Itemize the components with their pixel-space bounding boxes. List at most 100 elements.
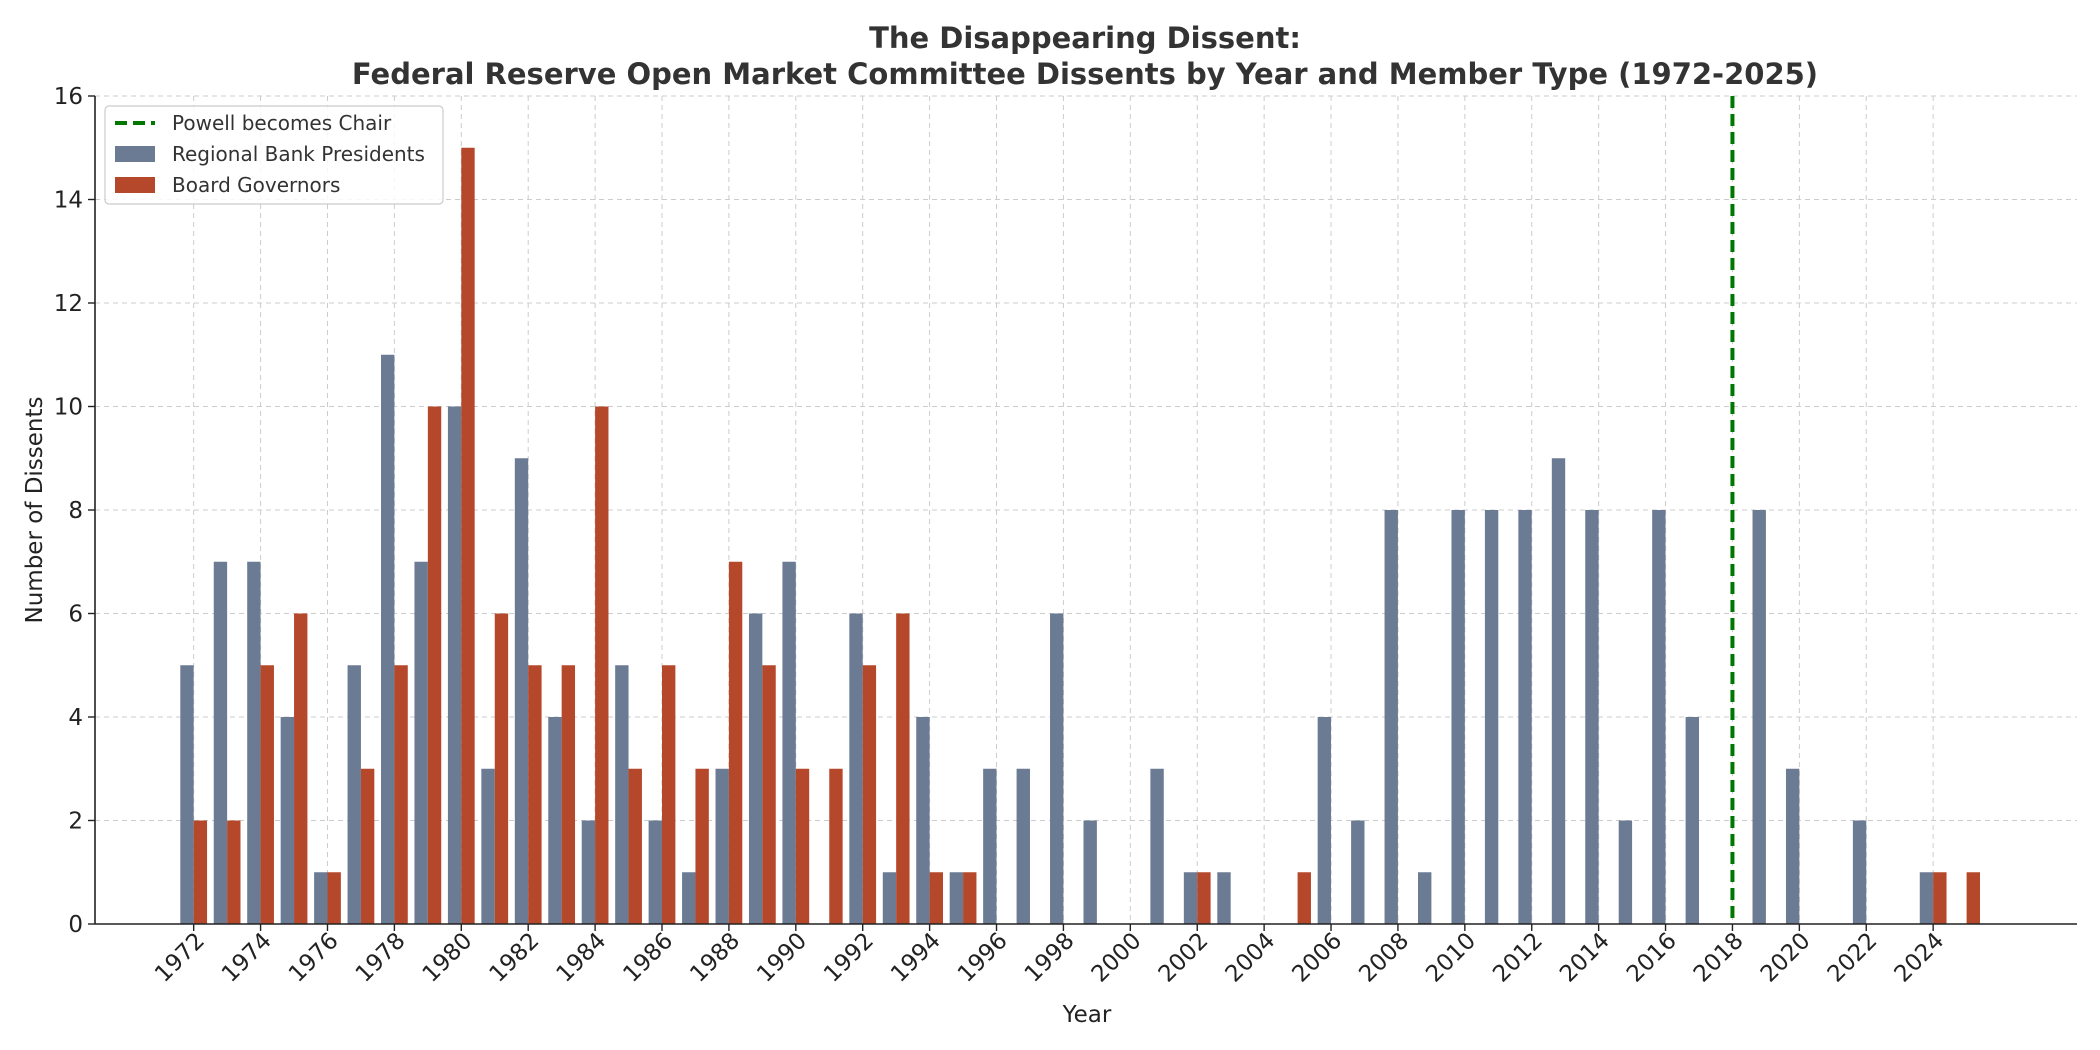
- bar-governors-1975: [294, 613, 308, 924]
- y-tick-label: 14: [54, 188, 83, 214]
- bar-governors-1981: [494, 613, 509, 924]
- bar-regional-1992: [849, 613, 863, 924]
- x-tick-label: 1996: [953, 928, 1013, 988]
- x-tick-label: 1972: [150, 928, 210, 988]
- bar-regional-1988: [715, 768, 729, 924]
- bar-governors-2002: [1197, 872, 1211, 924]
- bar-governors-2024: [1933, 872, 1947, 924]
- bar-regional-1986: [648, 820, 662, 924]
- bar-regional-2008: [1384, 510, 1398, 924]
- bar-regional-1990: [782, 561, 796, 924]
- bar-regional-2003: [1217, 872, 1231, 924]
- y-tick-label: 0: [68, 912, 83, 938]
- legend-swatch-regional: [115, 146, 155, 162]
- bar-regional-2006: [1317, 717, 1332, 924]
- bar-governors-1978: [394, 665, 408, 924]
- y-tick-label: 16: [54, 84, 83, 110]
- bar-governors-2025: [1966, 872, 1980, 924]
- bar-governors-2005: [1297, 872, 1311, 924]
- bar-regional-2012: [1518, 510, 1532, 924]
- bar-regional-1977: [347, 665, 361, 924]
- bar-governors-1990: [795, 768, 810, 924]
- x-tick-label: 2002: [1154, 928, 1214, 988]
- bar-regional-1996: [983, 768, 997, 924]
- bar-governors-1986: [662, 665, 676, 924]
- x-tick-label: 2014: [1555, 928, 1615, 988]
- x-tick-label: 1982: [485, 928, 545, 988]
- bar-regional-1982: [514, 458, 529, 924]
- x-tick-label: 2000: [1087, 928, 1147, 988]
- bar-governors-1994: [929, 872, 943, 924]
- x-tick-label: 2020: [1756, 928, 1816, 988]
- bar-regional-2020: [1785, 768, 1800, 924]
- legend-swatch-governors: [115, 177, 155, 193]
- bar-governors-1977: [360, 768, 375, 924]
- bar-governors-1988: [728, 561, 743, 924]
- chart-title-line-1: The Disappearing Dissent:: [869, 21, 1301, 55]
- bar-regional-2016: [1652, 510, 1666, 924]
- x-tick-label: 2006: [1287, 928, 1347, 988]
- bar-governors-1974: [260, 665, 274, 924]
- bar-governors-1979: [427, 406, 442, 924]
- bar-governors-1976: [327, 872, 341, 924]
- bar-regional-1974: [247, 561, 261, 924]
- bar-governors-1989: [762, 665, 776, 924]
- x-tick-label: 2008: [1354, 928, 1414, 988]
- x-tick-label: 2010: [1421, 928, 1481, 988]
- bar-governors-1987: [695, 768, 709, 924]
- bar-governors-1993: [896, 613, 910, 924]
- legend-box: [104, 105, 444, 205]
- legend-label-governors: Board Governors: [172, 173, 340, 197]
- bar-regional-2011: [1484, 510, 1499, 924]
- x-tick-label: 2004: [1221, 928, 1281, 988]
- bar-regional-1972: [180, 665, 194, 924]
- bar-regional-2009: [1418, 872, 1432, 924]
- x-tick-label: 2018: [1689, 928, 1749, 988]
- x-tick-label: 1998: [1020, 928, 1080, 988]
- bar-regional-1987: [682, 872, 696, 924]
- x-tick-label: 1978: [351, 928, 411, 988]
- bar-regional-1984: [581, 820, 596, 924]
- y-tick-label: 6: [68, 602, 83, 628]
- x-tick-label: 1992: [819, 928, 879, 988]
- bar-regional-2014: [1585, 510, 1599, 924]
- bar-regional-2015: [1618, 820, 1633, 924]
- bar-regional-1993: [882, 872, 897, 924]
- x-tick-label: 1990: [752, 928, 812, 988]
- x-tick-label: 1988: [685, 928, 745, 988]
- x-tick-label: 1980: [418, 928, 478, 988]
- x-tick-label: 2012: [1488, 928, 1548, 988]
- bar-regional-2019: [1752, 510, 1766, 924]
- x-tick-label: 1974: [217, 928, 277, 988]
- bar-regional-1979: [414, 561, 428, 924]
- bar-regional-1981: [481, 768, 495, 924]
- bar-governors-1985: [628, 768, 642, 924]
- bar-regional-1983: [548, 717, 562, 924]
- bar-governors-1984: [595, 406, 609, 924]
- x-tick-label: 1976: [284, 928, 344, 988]
- y-tick-label: 12: [54, 291, 83, 317]
- x-tick-label: 2022: [1823, 928, 1883, 988]
- bar-governors-1991: [829, 768, 843, 924]
- bar-regional-1978: [381, 354, 395, 924]
- bar-regional-2007: [1351, 820, 1365, 924]
- bar-regional-2013: [1551, 458, 1566, 924]
- bar-regional-1999: [1083, 820, 1097, 924]
- x-tick-label: 1984: [552, 928, 612, 988]
- bar-regional-1976: [314, 872, 328, 924]
- bar-regional-1997: [1016, 768, 1030, 924]
- bar-governors-1982: [528, 665, 542, 924]
- bar-regional-1998: [1050, 613, 1064, 924]
- legend-powell-label: Powell becomes Chair: [172, 111, 392, 135]
- y-tick-label: 4: [68, 705, 83, 731]
- bar-regional-2002: [1183, 872, 1198, 924]
- bar-regional-1980: [447, 406, 462, 924]
- bar-governors-1973: [227, 820, 241, 924]
- x-tick-label: 1986: [618, 928, 678, 988]
- bars: [180, 147, 1980, 924]
- y-tick-label: 10: [54, 395, 83, 421]
- bar-regional-1985: [615, 665, 629, 924]
- bar-governors-1980: [461, 147, 475, 924]
